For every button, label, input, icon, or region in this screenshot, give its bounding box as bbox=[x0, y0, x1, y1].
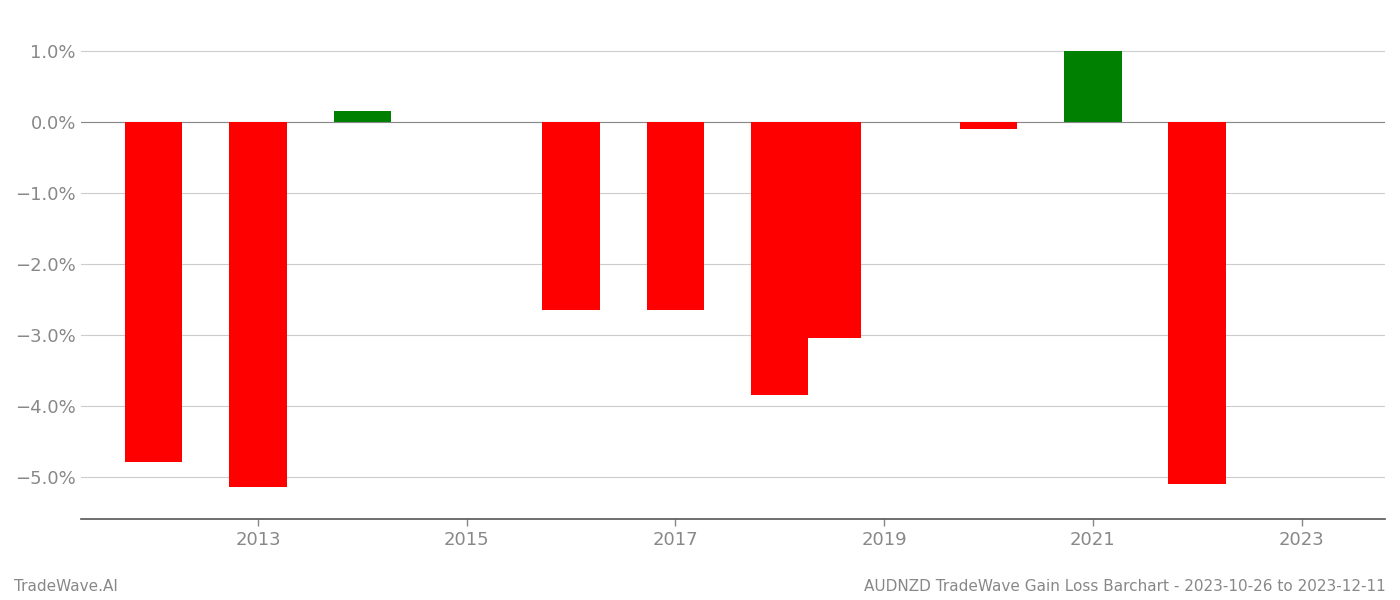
Bar bbox=[125, 122, 182, 463]
Bar bbox=[750, 122, 808, 395]
Text: TradeWave.AI: TradeWave.AI bbox=[14, 579, 118, 594]
Bar bbox=[333, 111, 391, 122]
Bar bbox=[647, 122, 704, 310]
Text: AUDNZD TradeWave Gain Loss Barchart - 2023-10-26 to 2023-12-11: AUDNZD TradeWave Gain Loss Barchart - 20… bbox=[864, 579, 1386, 594]
Bar bbox=[804, 122, 861, 338]
Bar bbox=[1064, 50, 1121, 122]
Bar bbox=[542, 122, 599, 310]
Bar bbox=[960, 122, 1018, 128]
Bar bbox=[1169, 122, 1226, 484]
Bar bbox=[230, 122, 287, 487]
